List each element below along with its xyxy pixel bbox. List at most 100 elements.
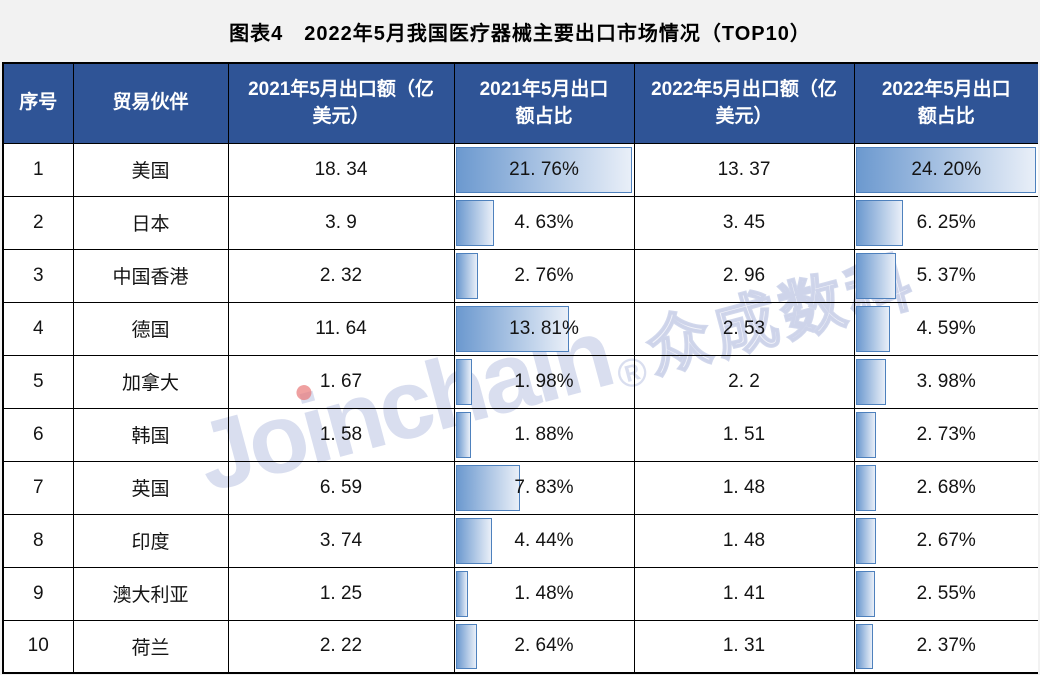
share-2022-cell: 2. 37% [853, 619, 1038, 674]
share-2022-value: 2. 37% [916, 635, 976, 657]
partner-cell: 荷兰 [72, 619, 229, 674]
amount-2022-cell: 2. 53 [633, 301, 855, 356]
amount-2022-cell: 1. 41 [633, 566, 855, 621]
amount-2022-cell: 2. 96 [633, 248, 855, 303]
share-2021-databar [455, 623, 478, 669]
table-row: 5 加拿大 1. 67 1. 98% 2. 2 3. 98% [2, 354, 1038, 409]
share-2022-databar [855, 358, 886, 405]
amount-2022-cell: 1. 31 [633, 619, 855, 674]
rank-cell: 6 [2, 407, 74, 462]
amount-2022-cell: 3. 45 [633, 195, 855, 250]
share-2022-value: 6. 25% [916, 211, 976, 233]
amount-2022-cell: 1. 51 [633, 407, 855, 462]
share-2021-databar [455, 305, 570, 352]
share-2021-databar [455, 570, 468, 617]
rank-cell: 7 [2, 460, 74, 515]
share-2021-cell: 21. 76% [453, 142, 635, 197]
share-2022-cell: 5. 37% [853, 248, 1038, 303]
share-2021-value: 1. 88% [514, 423, 574, 445]
amount-2021-cell: 3. 9 [227, 195, 455, 250]
table-row: 3 中国香港 2. 32 2. 76% 2. 96 5. 37% [2, 248, 1038, 303]
amount-2021-cell: 18. 34 [227, 142, 455, 197]
amount-2021-cell: 2. 32 [227, 248, 455, 303]
share-2021-cell: 1. 48% [453, 566, 635, 621]
amount-2022-cell: 13. 37 [633, 142, 855, 197]
amount-2022-cell: 1. 48 [633, 513, 855, 568]
share-2021-cell: 13. 81% [453, 301, 635, 356]
share-2021-cell: 2. 76% [453, 248, 635, 303]
share-2022-value: 5. 37% [916, 264, 976, 286]
amount-2021-cell: 2. 22 [227, 619, 455, 674]
share-2022-value: 4. 59% [916, 317, 976, 339]
header-amount-2021: 2021年5月出口额（亿 美元） [227, 62, 455, 144]
share-2022-databar [855, 305, 891, 352]
partner-cell: 加拿大 [72, 354, 229, 409]
header-partner: 贸易伙伴 [72, 62, 229, 144]
rank-cell: 2 [2, 195, 74, 250]
table-row: 8 印度 3. 74 4. 44% 1. 48 2. 67% [2, 513, 1038, 568]
share-2022-databar [855, 464, 876, 511]
share-2021-databar [455, 199, 494, 246]
share-2021-value: 2. 64% [514, 635, 574, 657]
share-2021-value: 13. 81% [509, 317, 579, 339]
table-row: 7 英国 6. 59 7. 83% 1. 48 2. 68% [2, 460, 1038, 515]
rank-cell: 5 [2, 354, 74, 409]
partner-cell: 德国 [72, 301, 229, 356]
share-2021-cell: 1. 98% [453, 354, 635, 409]
amount-2022-cell: 1. 48 [633, 460, 855, 515]
share-2021-cell: 7. 83% [453, 460, 635, 515]
rank-cell: 9 [2, 566, 74, 621]
share-2021-value: 1. 98% [514, 370, 574, 392]
share-2021-cell: 1. 88% [453, 407, 635, 462]
header-amount-2022: 2022年5月出口额（亿 美元） [633, 62, 855, 144]
share-2021-databar [455, 517, 493, 564]
share-2022-value: 2. 67% [916, 529, 976, 551]
partner-cell: 美国 [72, 142, 229, 197]
rank-cell: 4 [2, 301, 74, 356]
share-2022-value: 2. 55% [916, 582, 976, 604]
share-2022-cell: 4. 59% [853, 301, 1038, 356]
partner-cell: 英国 [72, 460, 229, 515]
rank-cell: 1 [2, 142, 74, 197]
rank-cell: 8 [2, 513, 74, 568]
amount-2021-cell: 3. 74 [227, 513, 455, 568]
partner-cell: 中国香港 [72, 248, 229, 303]
share-2021-databar [455, 411, 471, 458]
share-2022-cell: 2. 68% [853, 460, 1038, 515]
share-2022-cell: 2. 55% [853, 566, 1038, 621]
share-2022-databar [855, 252, 897, 299]
amount-2021-cell: 1. 67 [227, 354, 455, 409]
share-2022-cell: 2. 67% [853, 513, 1038, 568]
share-2022-cell: 6. 25% [853, 195, 1038, 250]
header-share-2021: 2021年5月出口 额占比 [453, 62, 635, 144]
header-share-2022: 2022年5月出口 额占比 [853, 62, 1038, 144]
share-2022-cell: 2. 73% [853, 407, 1038, 462]
share-2022-databar [855, 517, 876, 564]
partner-cell: 印度 [72, 513, 229, 568]
table-row: 1 美国 18. 34 21. 76% 13. 37 24. 20% [2, 142, 1038, 197]
amount-2021-cell: 1. 25 [227, 566, 455, 621]
table-row: 9 澳大利亚 1. 25 1. 48% 1. 41 2. 55% [2, 566, 1038, 621]
table-row: 10 荷兰 2. 22 2. 64% 1. 31 2. 37% [2, 619, 1038, 674]
partner-cell: 日本 [72, 195, 229, 250]
share-2021-databar [455, 358, 472, 405]
share-2022-value: 24. 20% [911, 158, 982, 180]
partner-cell: 澳大利亚 [72, 566, 229, 621]
share-2022-databar [855, 623, 874, 669]
share-2022-databar [855, 199, 903, 246]
table-row: 6 韩国 1. 58 1. 88% 1. 51 2. 73% [2, 407, 1038, 462]
amount-2021-cell: 6. 59 [227, 460, 455, 515]
amount-2021-cell: 11. 64 [227, 301, 455, 356]
share-2021-value: 4. 44% [514, 529, 574, 551]
share-2021-value: 7. 83% [514, 476, 574, 498]
share-2022-value: 3. 98% [916, 370, 976, 392]
table-row: 2 日本 3. 9 4. 63% 3. 45 6. 25% [2, 195, 1038, 250]
share-2022-value: 2. 73% [916, 423, 976, 445]
rank-cell: 10 [2, 619, 74, 674]
share-2022-databar [855, 570, 875, 617]
share-2022-databar [855, 411, 877, 458]
figure-title: 图表4 2022年5月我国医疗器械主要出口市场情况（TOP10） [229, 22, 811, 45]
share-2021-databar [455, 146, 632, 193]
share-2021-value: 4. 63% [514, 211, 574, 233]
export-market-table: 序号 贸易伙伴 2021年5月出口额（亿 美元） 2021年5月出口 额占比 2… [2, 62, 1038, 674]
